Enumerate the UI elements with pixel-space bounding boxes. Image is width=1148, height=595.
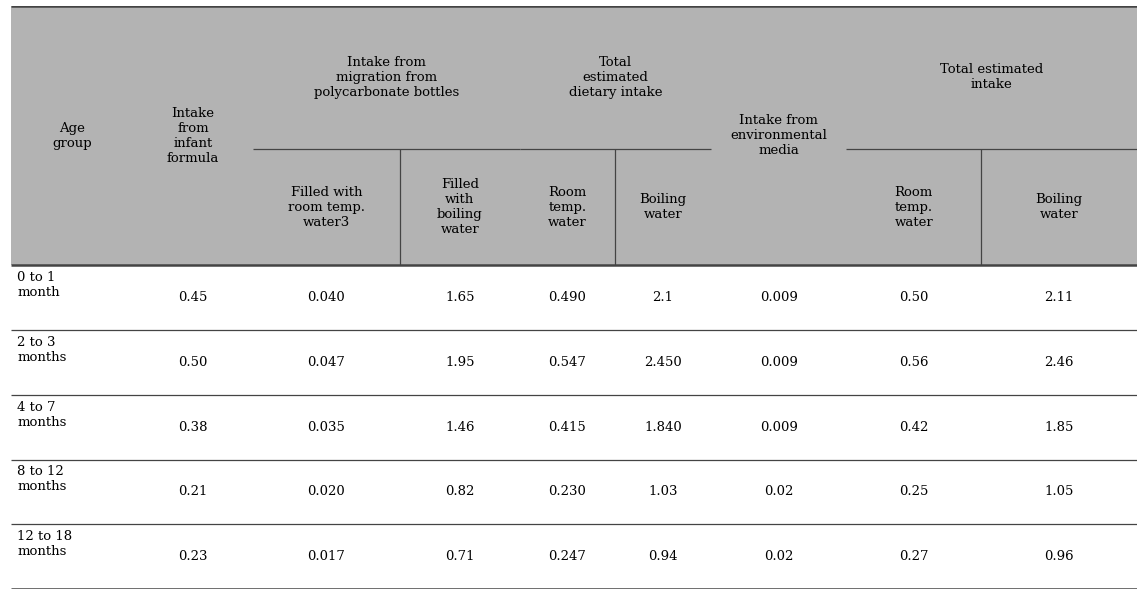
Text: 0.50: 0.50: [178, 356, 208, 369]
Text: 0.25: 0.25: [899, 486, 929, 499]
Text: 0.547: 0.547: [549, 356, 587, 369]
Text: 0.020: 0.020: [308, 486, 346, 499]
FancyBboxPatch shape: [11, 395, 1137, 459]
Text: 0.047: 0.047: [308, 356, 346, 369]
Text: Filled with
room temp.
water3: Filled with room temp. water3: [288, 186, 365, 228]
Text: Intake from
environmental
media: Intake from environmental media: [730, 114, 828, 157]
Text: 12 to 18
months: 12 to 18 months: [17, 530, 72, 558]
Text: 0.02: 0.02: [765, 550, 793, 563]
Text: 1.95: 1.95: [445, 356, 474, 369]
Text: Total
estimated
dietary intake: Total estimated dietary intake: [569, 56, 662, 99]
Text: 8 to 12
months: 8 to 12 months: [17, 465, 67, 493]
Text: 0.56: 0.56: [899, 356, 929, 369]
FancyBboxPatch shape: [11, 524, 1137, 589]
Text: 4 to 7
months: 4 to 7 months: [17, 400, 67, 429]
Text: 0.035: 0.035: [308, 421, 346, 434]
Text: Total estimated
intake: Total estimated intake: [940, 64, 1044, 92]
Text: 1.65: 1.65: [445, 292, 474, 304]
Text: 0.009: 0.009: [760, 421, 798, 434]
Text: Intake
from
infant
formula: Intake from infant formula: [166, 107, 219, 165]
Text: 0.45: 0.45: [178, 292, 208, 304]
Text: Filled
with
boiling
water: Filled with boiling water: [437, 178, 482, 236]
Text: 0.247: 0.247: [549, 550, 587, 563]
Text: 0.82: 0.82: [445, 486, 474, 499]
Text: 1.840: 1.840: [644, 421, 682, 434]
Text: 0.23: 0.23: [178, 550, 208, 563]
Text: 0 to 1
month: 0 to 1 month: [17, 271, 60, 299]
Text: 0.94: 0.94: [649, 550, 677, 563]
Text: Boiling
water: Boiling water: [639, 193, 687, 221]
Text: 2.1: 2.1: [652, 292, 674, 304]
Text: 0.017: 0.017: [308, 550, 346, 563]
Text: Room
temp.
water: Room temp. water: [894, 186, 933, 228]
FancyBboxPatch shape: [11, 265, 1137, 330]
Text: 2.11: 2.11: [1045, 292, 1073, 304]
Text: 0.21: 0.21: [178, 486, 208, 499]
FancyBboxPatch shape: [11, 6, 1137, 265]
Text: 0.42: 0.42: [899, 421, 929, 434]
Text: 2.450: 2.450: [644, 356, 682, 369]
Text: 0.009: 0.009: [760, 292, 798, 304]
Text: Room
temp.
water: Room temp. water: [548, 186, 587, 228]
Text: 2.46: 2.46: [1045, 356, 1073, 369]
Text: 0.27: 0.27: [899, 550, 929, 563]
Text: 0.71: 0.71: [445, 550, 474, 563]
Text: 0.230: 0.230: [549, 486, 587, 499]
FancyBboxPatch shape: [11, 459, 1137, 524]
Text: 0.38: 0.38: [178, 421, 208, 434]
Text: Intake from
migration from
polycarbonate bottles: Intake from migration from polycarbonate…: [315, 56, 459, 99]
Text: Age
group: Age group: [53, 122, 92, 150]
Text: 2 to 3
months: 2 to 3 months: [17, 336, 67, 364]
Text: 1.85: 1.85: [1045, 421, 1073, 434]
Text: 0.040: 0.040: [308, 292, 346, 304]
Text: 0.490: 0.490: [549, 292, 587, 304]
Text: 0.009: 0.009: [760, 356, 798, 369]
Text: 1.03: 1.03: [649, 486, 677, 499]
Text: 0.415: 0.415: [549, 421, 587, 434]
Text: 0.50: 0.50: [899, 292, 929, 304]
Text: 1.46: 1.46: [445, 421, 474, 434]
Text: 0.02: 0.02: [765, 486, 793, 499]
Text: 0.96: 0.96: [1044, 550, 1073, 563]
FancyBboxPatch shape: [11, 330, 1137, 395]
Text: Boiling
water: Boiling water: [1035, 193, 1083, 221]
Text: 1.05: 1.05: [1045, 486, 1073, 499]
